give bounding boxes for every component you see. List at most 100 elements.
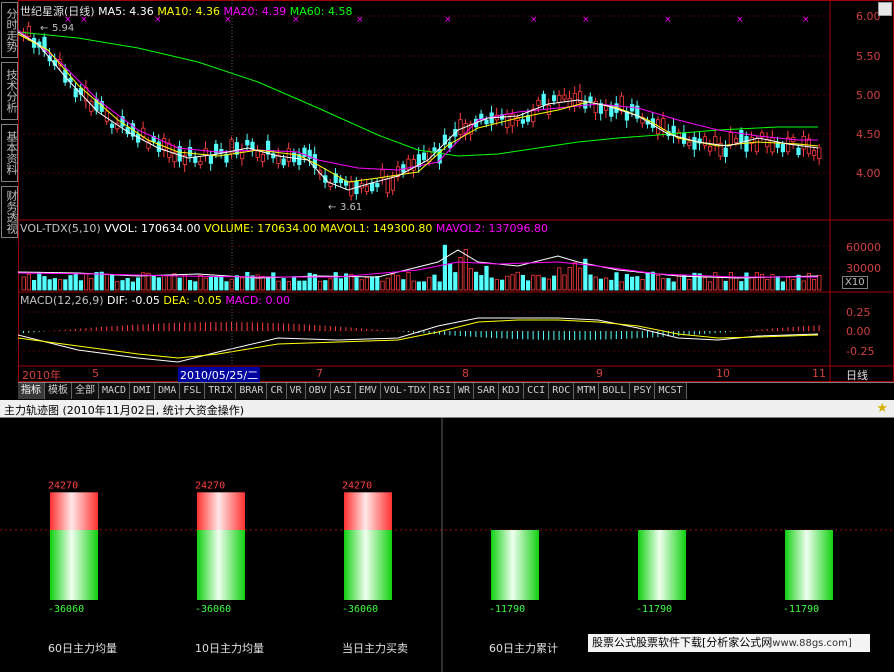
- svg-text:×: ×: [802, 15, 810, 25]
- candle-body: [146, 141, 151, 149]
- dif-line: [18, 317, 819, 363]
- indicator-tab[interactable]: ASI: [330, 383, 356, 399]
- candle-body: [406, 158, 411, 170]
- low-price-annotation: 3.61: [340, 202, 362, 213]
- restore-button[interactable]: [878, 2, 892, 16]
- indicator-tab[interactable]: SAR: [474, 383, 500, 399]
- candle-body: [390, 176, 396, 191]
- macd-tick-1: 0.25: [846, 306, 871, 319]
- volume-bar: [775, 276, 780, 291]
- panel-title: 主力轨迹图 (2010年11月02日, 统计大资金操作): [4, 404, 245, 417]
- volume-bar: [666, 278, 671, 291]
- side-tab-technical[interactable]: 技术分析: [1, 62, 18, 120]
- period-label[interactable]: 日线: [846, 369, 868, 382]
- candle-body: [255, 150, 260, 158]
- volume-bar: [812, 278, 817, 291]
- volume-bar: [708, 281, 713, 291]
- volume-bar: [624, 274, 630, 291]
- volume-bar: [250, 275, 255, 291]
- indicator-tab[interactable]: 全部: [72, 383, 99, 399]
- indicator-tab[interactable]: MACD: [99, 383, 131, 399]
- watermark-url: www.88gs.com]: [772, 638, 852, 649]
- candle-body: [229, 139, 234, 154]
- kline-legend: 世纪星源(日线) MA5: 4.36 MA10: 4.36 MA20: 4.39…: [20, 3, 352, 19]
- candle-body: [557, 94, 562, 103]
- volume-bar: [739, 281, 744, 291]
- indicator-tab[interactable]: WR: [454, 383, 475, 399]
- indicator-tab[interactable]: EMV: [355, 383, 381, 399]
- indicator-tab[interactable]: VOL-TDX: [380, 383, 430, 399]
- volume-bar: [84, 272, 89, 291]
- bar-bottom-value: -36060: [342, 604, 378, 615]
- indicator-tab[interactable]: OBV: [305, 383, 331, 399]
- indicator-tab[interactable]: 模板: [45, 383, 72, 399]
- indicator-tab[interactable]: 指标: [18, 383, 45, 399]
- indicator-tab[interactable]: BRAR: [236, 383, 268, 399]
- volume-bar: [239, 277, 245, 291]
- vol-indicator-name: VOL-TDX(5,10): [20, 222, 101, 235]
- candle-body: [541, 93, 546, 106]
- volume-bar: [567, 266, 572, 291]
- candle-body: [307, 149, 312, 159]
- volume-bar: [520, 274, 526, 291]
- ma10-line: [18, 33, 819, 183]
- indicator-tab[interactable]: DMI: [130, 383, 156, 399]
- volume-bar: [338, 278, 344, 291]
- volume-bar: [146, 272, 151, 291]
- star-icon[interactable]: ★: [876, 401, 888, 416]
- candle-body: [812, 150, 817, 156]
- volume-bar: [525, 280, 531, 291]
- indicator-tab[interactable]: FSL: [180, 383, 206, 399]
- bar-top-value: 24270: [342, 480, 372, 491]
- indicator-tab[interactable]: CR: [267, 383, 287, 399]
- svg-text:×: ×: [444, 15, 452, 25]
- watermark-text: 股票公式股票软件下载[分析家公式网: [592, 636, 773, 649]
- volume-bar: [198, 275, 203, 291]
- indicator-tab[interactable]: ROC: [549, 383, 575, 399]
- candle-body: [567, 97, 572, 107]
- volume-bar: [484, 265, 489, 291]
- candle-body: [182, 154, 187, 165]
- indicator-tab[interactable]: PSY: [630, 383, 656, 399]
- month-label: 8: [462, 367, 469, 380]
- volume-bar: [349, 274, 354, 291]
- volume-bar: [473, 271, 479, 291]
- volume-bar: [630, 276, 635, 291]
- indicator-tab[interactable]: VR: [286, 383, 306, 399]
- candlestick-series: [21, 21, 822, 201]
- volume-series: [21, 244, 822, 291]
- negative-bar: [638, 530, 686, 600]
- volume-bar: [401, 279, 406, 291]
- volume-bar: [333, 272, 338, 291]
- volume-bar: [21, 276, 26, 291]
- indicator-tab[interactable]: CCI: [524, 383, 550, 399]
- volume-bar: [58, 279, 63, 291]
- volume-bar: [203, 277, 208, 291]
- candle-body: [588, 96, 593, 102]
- side-tab-fundamentals[interactable]: 基本资料: [1, 124, 18, 182]
- volume-bar: [682, 275, 687, 291]
- macd-legend: MACD(12,26,9) DIF: -0.05 DEA: -0.05 MACD…: [20, 294, 290, 307]
- side-tab-bar: 分时走势 技术分析 基本资料 财务透视: [0, 0, 20, 240]
- side-tab-intraday[interactable]: 分时走势: [1, 2, 18, 58]
- indicator-tab[interactable]: MCST: [655, 383, 687, 399]
- volume-bar: [31, 280, 37, 291]
- indicator-tab[interactable]: MTM: [574, 383, 600, 399]
- indicator-tab[interactable]: TRIX: [205, 383, 237, 399]
- candle-body: [286, 148, 292, 162]
- candle-body: [385, 178, 390, 194]
- positive-bar: [344, 492, 392, 530]
- side-tab-financials[interactable]: 财务透视: [1, 186, 18, 238]
- indicator-tab[interactable]: BOLL: [599, 383, 631, 399]
- volume-bar: [588, 274, 593, 291]
- volume-bar: [760, 273, 765, 291]
- price-tick: 4.50: [856, 128, 881, 141]
- candle-body: [739, 129, 744, 143]
- candle-body: [167, 143, 172, 158]
- indicator-tab[interactable]: RSI: [429, 383, 455, 399]
- stock-chart[interactable]: × × × × × × × × × × × × ← 5.94 ← 3.61 6.00 5.50 5.00 4…: [18, 0, 894, 382]
- indicator-tab[interactable]: DMA: [155, 383, 181, 399]
- indicator-tab-bar: 指标 模板 全部 MACD DMI DMA FSL TRIX BRAR CR VR OBV ASI EMV…: [18, 382, 894, 399]
- indicator-tab[interactable]: KDJ: [499, 383, 525, 399]
- candle-body: [796, 147, 801, 156]
